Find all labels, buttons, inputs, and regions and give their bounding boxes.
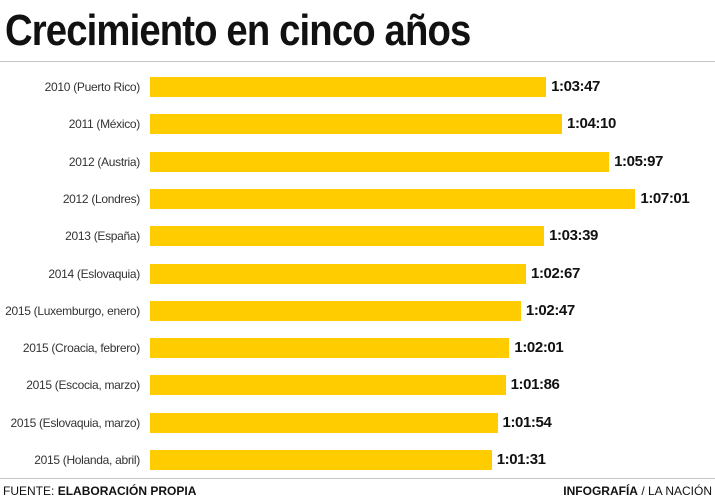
category-label: 2015 (Escocia, marzo)	[26, 378, 140, 393]
footer-divider	[0, 478, 715, 479]
bar	[150, 77, 547, 97]
category-label: 2010 (Puerto Rico)	[44, 80, 141, 94]
category-label: 2012 (Londres)	[62, 191, 140, 206]
bar	[150, 450, 492, 470]
value-label: 1:02:47	[525, 301, 575, 319]
category-label: 2011 (México)	[68, 117, 141, 132]
category-label: 2012 (Austria)	[68, 154, 140, 169]
bar	[150, 226, 545, 247]
credit-outlet: / LA NACIÓN	[641, 484, 712, 498]
value-label: 1:01:54	[502, 413, 552, 431]
category-label: 2015 (Croacia, febrero)	[22, 341, 140, 356]
value-label: 1:01:86	[510, 376, 560, 394]
bar	[150, 263, 526, 284]
category-label: 2013 (España)	[65, 229, 140, 244]
publisher-credit: INFOGRAFÍA / LA NACIÓN	[563, 484, 712, 498]
value-label: 1:04:10	[567, 115, 616, 133]
credit-section: INFOGRAFÍA	[563, 484, 638, 498]
value-label: 1:05:97	[614, 152, 663, 170]
chart-title: Crecimiento en cinco años	[5, 6, 471, 55]
value-label: 1:01:31	[496, 451, 546, 468]
source-credit: FUENTE: ELABORACIÓN PROPIA	[3, 484, 196, 498]
category-label: 2015 (Luxemburgo, enero)	[5, 303, 140, 318]
source-label: FUENTE:	[3, 484, 55, 498]
bar-chart: 2010 (Puerto Rico) 1:03:47 2011 (México) 1:…	[5, 77, 690, 470]
value-label: 1:03:47	[551, 78, 600, 95]
bar	[150, 114, 562, 135]
bar	[150, 188, 636, 209]
value-label: 1:07:01	[640, 189, 690, 207]
category-label: 2015 (Eslovaquia, marzo)	[10, 415, 140, 430]
bar	[150, 300, 521, 321]
category-label: 2015 (Holanda, abril)	[34, 453, 140, 467]
bar	[150, 375, 506, 396]
title-divider	[0, 61, 715, 62]
value-label: 1:03:39	[549, 227, 598, 245]
value-label: 1:02:67	[531, 264, 580, 282]
category-label: 2014 (Eslovaquia)	[48, 266, 140, 281]
bar	[150, 412, 498, 433]
value-label: 1:02:01	[514, 339, 564, 357]
bar	[150, 338, 510, 359]
source-value: ELABORACIÓN PROPIA	[57, 484, 197, 498]
bar	[150, 151, 610, 172]
